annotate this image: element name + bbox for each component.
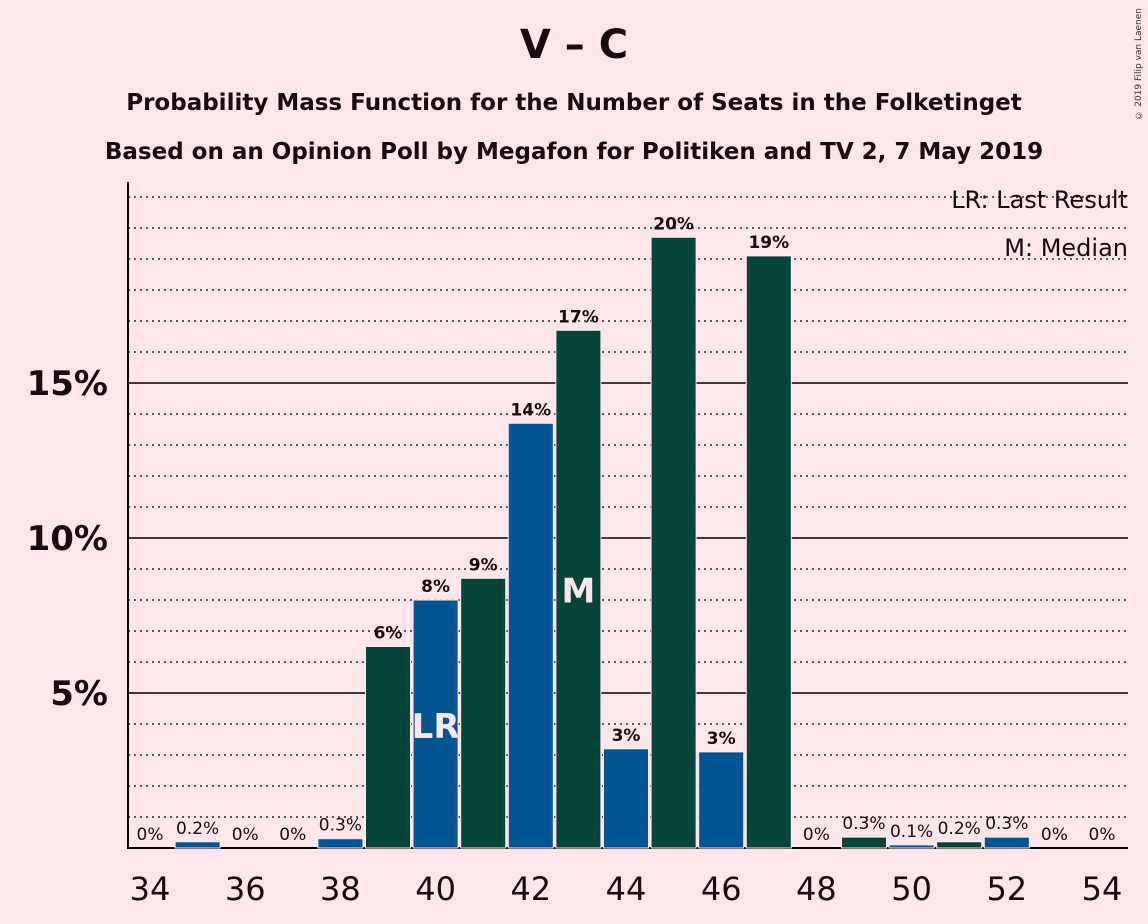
- x-tick-label: 46: [701, 870, 742, 908]
- last-result-marker: LR: [412, 707, 460, 747]
- x-tick-label: 38: [320, 870, 361, 908]
- bar: [317, 838, 364, 849]
- x-tick-label: 36: [225, 870, 266, 908]
- bar-value-label: 0%: [137, 825, 164, 845]
- bar-value-label: 0%: [279, 825, 306, 845]
- legend-median: M: Median: [1004, 234, 1128, 262]
- bar: [698, 751, 745, 849]
- bar-value-label: 3%: [707, 729, 736, 749]
- bar-value-label: 0.2%: [938, 819, 981, 839]
- bar: [555, 329, 602, 849]
- x-tick-label: 54: [1082, 870, 1123, 908]
- bar: [460, 577, 507, 849]
- bar-value-label: 0.3%: [985, 814, 1028, 834]
- y-tick-label: 15%: [27, 364, 108, 404]
- bar-value-label: 19%: [748, 233, 789, 253]
- bar-value-label: 0.3%: [842, 814, 885, 834]
- y-tick-label: 5%: [50, 674, 108, 714]
- x-tick-label: 50: [891, 870, 932, 908]
- bar-value-label: 14%: [510, 400, 551, 420]
- legend-last-result: LR: Last Result: [951, 186, 1128, 214]
- x-tick-label: 42: [510, 870, 551, 908]
- bar-value-label: 17%: [558, 307, 599, 327]
- bar-value-label: 0.2%: [176, 819, 219, 839]
- bar-value-label: 9%: [469, 555, 498, 575]
- bar: [174, 841, 221, 849]
- chart-subtitle-2: Based on an Opinion Poll by Megafon for …: [104, 139, 1044, 165]
- x-tick-label: 40: [415, 870, 456, 908]
- bar: [412, 599, 459, 849]
- bar-value-label: 0.3%: [319, 816, 362, 836]
- bar: [841, 836, 887, 849]
- bar: [603, 748, 649, 849]
- bar: [745, 255, 792, 849]
- x-tick-label: 44: [606, 870, 647, 908]
- bar: [507, 422, 554, 849]
- x-tick-label: 52: [986, 870, 1027, 908]
- bar-value-label: 0%: [232, 825, 259, 845]
- bar-value-label: 8%: [421, 577, 450, 597]
- bar: [365, 646, 411, 849]
- bar-value-label: 3%: [612, 726, 641, 746]
- bar-value-label: 6%: [374, 624, 403, 644]
- bar-value-label: 0%: [1041, 825, 1068, 845]
- chart-subtitle-1: Probability Mass Function for the Number…: [126, 90, 1022, 116]
- bar: [936, 841, 983, 849]
- bar-value-label: 0.1%: [890, 822, 933, 842]
- chart-title: V – C: [519, 22, 629, 68]
- x-tick-label: 34: [130, 870, 171, 908]
- bar-value-label: 20%: [653, 214, 694, 234]
- y-tick-label: 10%: [27, 519, 108, 559]
- bar: [650, 236, 697, 849]
- x-tick-label: 48: [796, 870, 837, 908]
- bar-value-label: 0%: [803, 825, 830, 845]
- bar-value-label: 0%: [1089, 825, 1116, 845]
- bar: [888, 844, 935, 849]
- bar: [983, 836, 1030, 849]
- median-marker: M: [561, 571, 595, 611]
